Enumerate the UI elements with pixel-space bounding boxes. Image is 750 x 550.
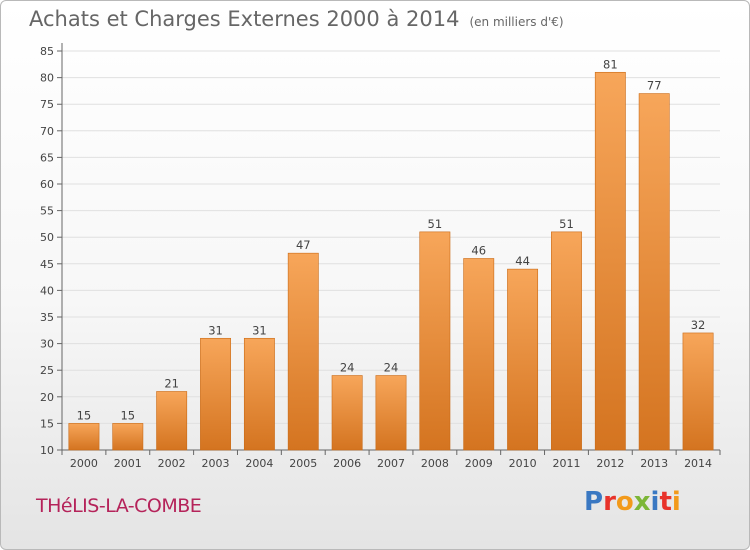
- bar: [331, 375, 363, 451]
- y-tick-label: 75: [40, 98, 54, 111]
- y-tick-label: 25: [40, 364, 54, 377]
- y-tick-label: 55: [40, 205, 54, 218]
- bar: [243, 337, 275, 451]
- data-label: 47: [296, 238, 311, 252]
- x-tick-label: 2000: [70, 457, 98, 470]
- data-label: 24: [384, 361, 399, 375]
- logo-letter: x: [633, 487, 651, 517]
- bars: 15 15 21 31 31 47 24 24 51 46 44 51 81 77 32: [68, 57, 714, 451]
- x-tick-label: 2013: [640, 457, 668, 470]
- bar: [112, 423, 144, 451]
- y-tick-label: 85: [40, 45, 54, 58]
- x-tick-label: 2012: [596, 457, 624, 470]
- x-tick-label: 2001: [114, 457, 142, 470]
- data-label: 15: [120, 408, 135, 422]
- bar: [287, 252, 319, 451]
- y-tick-label: 45: [40, 258, 54, 271]
- y-tick-label: 65: [40, 151, 54, 164]
- bar: [200, 337, 231, 451]
- chart-title-text: Achats et Charges Externes 2000 à 2014: [29, 7, 460, 31]
- x-tick-label: 2005: [289, 457, 317, 470]
- logo-letter: t: [659, 487, 672, 517]
- x-tick-label: 2011: [552, 457, 580, 470]
- bar: [638, 93, 670, 451]
- x-tick-label: 2002: [158, 457, 186, 470]
- bar: [507, 268, 539, 451]
- y-tick-label: 20: [40, 391, 54, 404]
- x-tick-label: 2006: [333, 457, 361, 470]
- data-label: 51: [559, 217, 574, 231]
- chart-unit: (en milliers d'€): [469, 15, 564, 29]
- y-tick-label: 60: [40, 178, 54, 191]
- bar: [463, 258, 495, 451]
- data-label: 31: [252, 323, 267, 337]
- proxiti-logo[interactable]: Proxiti: [584, 487, 681, 517]
- bar: [551, 231, 582, 451]
- x-tick-label: 2008: [421, 457, 449, 470]
- logo-letter: i: [671, 487, 681, 517]
- bar: [594, 71, 626, 451]
- data-label: 21: [164, 376, 179, 390]
- x-tick-label: 2014: [684, 457, 712, 470]
- x-tick-label: 2010: [509, 457, 537, 470]
- logo-letter: r: [603, 487, 616, 517]
- place-name: THéLIS-LA-COMBE: [36, 495, 202, 517]
- x-tick-label: 2009: [465, 457, 493, 470]
- data-label: 46: [471, 243, 486, 257]
- y-tick-label: 15: [40, 417, 54, 430]
- logo-letter: o: [615, 487, 634, 517]
- bar: [156, 391, 188, 451]
- data-label: 15: [77, 408, 92, 422]
- x-tick-label: 2003: [202, 457, 230, 470]
- chart-title: Achats et Charges Externes 2000 à 2014 (e…: [29, 7, 564, 31]
- y-tick-label: 10: [40, 444, 54, 457]
- y-tick-label: 50: [40, 231, 54, 244]
- bar: [68, 423, 100, 451]
- y-tick-label: 30: [40, 338, 54, 351]
- data-label: 51: [428, 217, 443, 231]
- y-tick-label: 80: [40, 72, 54, 85]
- y-tick-label: 70: [40, 125, 54, 138]
- y-tick-label: 35: [40, 311, 54, 324]
- y-tick-label: 40: [40, 284, 54, 297]
- bar: [419, 231, 451, 451]
- data-label: 31: [208, 323, 223, 337]
- x-tick-label: 2007: [377, 457, 405, 470]
- bar: [375, 375, 407, 451]
- logo-letter: P: [584, 487, 604, 517]
- data-label: 81: [603, 57, 618, 71]
- data-label: 32: [691, 318, 706, 332]
- logo-letter: i: [650, 487, 660, 517]
- data-label: 77: [647, 79, 662, 93]
- data-label: 24: [340, 361, 355, 375]
- x-tick-label: 2004: [245, 457, 273, 470]
- bar: [682, 332, 714, 451]
- data-label: 44: [515, 254, 530, 268]
